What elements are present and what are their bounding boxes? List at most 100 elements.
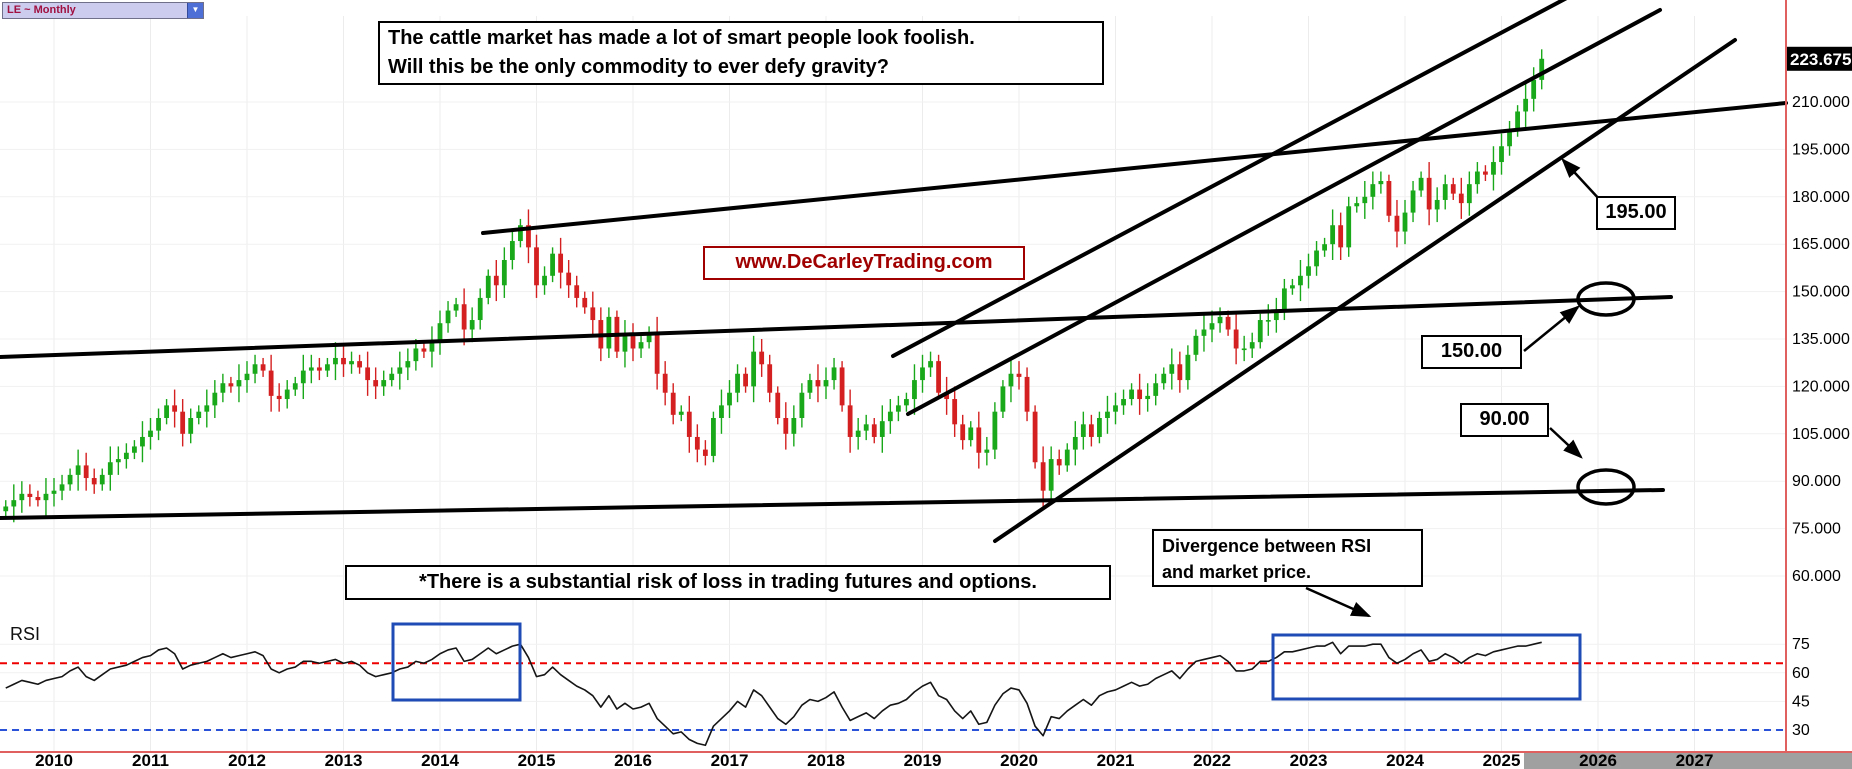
- price-bar-body: [735, 373, 740, 393]
- price-bar-body: [1080, 424, 1086, 437]
- price-tick-label: 210.000: [1792, 94, 1850, 111]
- price-bar-body: [59, 484, 65, 491]
- price-bar-body: [743, 373, 748, 387]
- year-axis-label: 2027: [1676, 751, 1714, 769]
- year-axis-label: 2026: [1579, 751, 1617, 769]
- price-bar-body: [1314, 250, 1319, 267]
- price-bar-body: [43, 493, 49, 501]
- price-bar-body: [35, 497, 41, 501]
- price-bar-body: [1426, 177, 1432, 210]
- price-bar-body: [1338, 225, 1344, 248]
- price-bar-body: [662, 373, 668, 393]
- price-bar-body: [823, 380, 829, 387]
- price-bar-body: [1507, 130, 1512, 147]
- headline-note: The cattle market has made a lot of smar…: [378, 21, 1104, 85]
- price-bar-body: [654, 332, 660, 374]
- year-axis-label: 2019: [904, 751, 942, 769]
- annotation-arrow: [1305, 586, 1372, 618]
- price-bar-body: [485, 275, 491, 298]
- price-bar-body: [397, 367, 403, 374]
- price-bar-body: [1257, 320, 1263, 343]
- price-tick-label: 60.000: [1792, 568, 1841, 585]
- price-bar-body: [1016, 373, 1022, 377]
- price-bar-body: [51, 490, 57, 494]
- price-bar-body: [550, 253, 555, 276]
- price-bar-body: [920, 367, 925, 381]
- price-bar-body: [349, 361, 354, 365]
- year-axis-label: 2014: [421, 751, 459, 769]
- symbol-dropdown[interactable]: LE ~ Monthly ▼: [2, 2, 204, 19]
- price-bar-body: [115, 459, 121, 463]
- price-bar-body: [1265, 320, 1271, 322]
- risk-disclaimer-note: *There is a substantial risk of loss in …: [345, 565, 1111, 600]
- price-bar-body: [1145, 395, 1151, 400]
- price-bar-body: [1129, 389, 1134, 400]
- price-bar-body: [1410, 190, 1416, 213]
- price-bar-body: [365, 367, 371, 381]
- price-bar-body: [1113, 405, 1118, 412]
- last-price-label: 223.675: [1790, 50, 1851, 69]
- price-bar-body: [1362, 196, 1368, 204]
- price-bar-body: [67, 474, 73, 485]
- price-bar-body: [1040, 462, 1046, 491]
- year-axis-label: 2022: [1193, 751, 1231, 769]
- last-price-marker: [1787, 46, 1852, 71]
- price-bar-body: [156, 418, 161, 431]
- price-target-195: 195.00: [1596, 196, 1676, 230]
- year-axis-label: 2023: [1290, 751, 1328, 769]
- price-bar-body: [1064, 449, 1070, 466]
- chevron-down-icon[interactable]: ▼: [187, 3, 203, 18]
- year-axis-label: 2020: [1000, 751, 1038, 769]
- price-bar-body: [863, 424, 869, 431]
- price-bar-body: [429, 342, 435, 352]
- price-bar-body: [1024, 376, 1030, 412]
- trendline: [891, 0, 1568, 358]
- price-tick-label: 75.000: [1792, 521, 1841, 538]
- price-bar-body: [1491, 162, 1496, 175]
- trendline: [993, 38, 1737, 543]
- price-bar-body: [1153, 383, 1159, 396]
- price-bar-body: [879, 421, 885, 437]
- price-bar-body: [421, 348, 427, 352]
- price-bar-body: [180, 411, 186, 434]
- price-bar-body: [99, 474, 105, 485]
- price-bar-body: [1008, 373, 1014, 387]
- price-bar-body: [228, 383, 234, 387]
- target-ellipse: [1576, 468, 1636, 506]
- price-bar-body: [445, 310, 451, 324]
- price-bar-body: [1177, 364, 1183, 381]
- annotation-arrow: [1561, 158, 1601, 201]
- price-bar-body: [148, 430, 153, 437]
- price-bar-body: [630, 335, 636, 349]
- price-bar-body: [196, 411, 202, 418]
- price-bar-body: [316, 367, 322, 371]
- price-bar-body: [75, 465, 81, 475]
- rsi-tick-label: 75: [1792, 636, 1810, 653]
- price-bar-body: [1249, 342, 1255, 349]
- year-axis-label: 2021: [1097, 751, 1135, 769]
- price-bar-body: [984, 449, 990, 453]
- price-bar-body: [212, 392, 218, 406]
- price-bar-body: [1539, 58, 1545, 80]
- price-bar-body: [1121, 399, 1126, 406]
- price-bar-body: [518, 225, 523, 242]
- price-bar-body: [936, 361, 941, 393]
- price-target-90: 90.00: [1460, 403, 1549, 437]
- price-bar-body: [783, 418, 789, 434]
- year-axis-label: 2010: [35, 751, 73, 769]
- price-bar-body: [606, 316, 612, 349]
- price-bar-body: [389, 373, 395, 381]
- price-bar-body: [719, 405, 724, 418]
- price-tick-label: 195.000: [1792, 141, 1850, 158]
- rsi-highlight-box: [391, 622, 522, 702]
- price-bar-body: [1105, 411, 1110, 418]
- price-bar-body: [1458, 193, 1464, 204]
- price-bar-body: [638, 342, 644, 349]
- price-bar-body: [1088, 424, 1094, 437]
- year-axis-label: 2011: [132, 751, 169, 769]
- price-bar-body: [1161, 373, 1167, 384]
- price-bar-body: [1273, 310, 1279, 321]
- price-bar-body: [711, 418, 716, 456]
